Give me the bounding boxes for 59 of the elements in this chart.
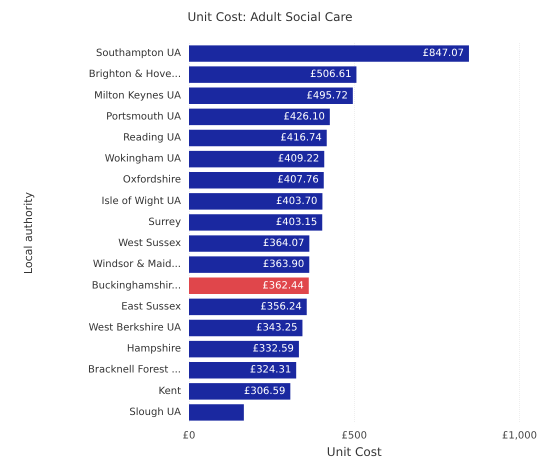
data-label: £407.76 (277, 174, 319, 186)
bar (189, 108, 330, 126)
y-tick-label: Milton Keynes UA (94, 90, 182, 102)
bar (189, 256, 310, 273)
bar (189, 214, 322, 231)
y-tick-label: Surrey (148, 216, 182, 228)
data-label: £332.59 (252, 344, 294, 355)
data-label: £362.44 (262, 280, 304, 292)
x-axis-title: Unit Cost (326, 444, 382, 459)
x-tick-label: £500 (342, 430, 367, 442)
y-tick-label: Hampshire (126, 344, 181, 355)
y-tick-label: Wokingham UA (104, 154, 182, 165)
bar (189, 404, 244, 421)
y-tick-label: Buckinghamshir... (92, 280, 181, 292)
bar (189, 172, 324, 188)
y-tick-label: East Sussex (121, 301, 182, 312)
data-label: £416.74 (280, 132, 322, 144)
y-tick-label: West Sussex (118, 238, 182, 250)
bar (189, 278, 309, 294)
bar (189, 383, 290, 400)
data-label: £363.90 (262, 259, 304, 270)
data-label: £324.31 (250, 364, 292, 376)
bar (189, 340, 299, 358)
x-tick-label: £0 (182, 430, 196, 442)
y-tick-label: Isle of Wight UA (102, 196, 182, 207)
bar (189, 320, 302, 336)
bar (189, 235, 310, 252)
y-tick-label: Oxfordshire (122, 174, 181, 186)
y-tick-label: Southampton UA (96, 48, 182, 60)
bar (189, 193, 322, 210)
data-label: £495.72 (306, 90, 348, 102)
y-tick-label: Bracknell Forest ... (88, 364, 181, 376)
y-axis-title: Local authority (22, 191, 35, 274)
data-label: £426.10 (283, 111, 325, 122)
bar (189, 362, 296, 378)
data-label: £306.59 (244, 386, 286, 397)
data-label: £506.61 (310, 69, 352, 80)
y-tick-label: Reading UA (123, 132, 182, 144)
data-label: £343.25 (256, 322, 298, 334)
data-label: £403.15 (276, 216, 318, 228)
y-tick-label: Kent (158, 386, 182, 397)
bar (189, 45, 469, 62)
data-label: £409.22 (278, 154, 320, 165)
y-tick-label: Windsor & Maid... (92, 259, 181, 270)
bar (189, 150, 324, 168)
data-label: £403.70 (276, 196, 318, 207)
bar (189, 88, 353, 104)
y-tick-label: West Berkshire UA (88, 322, 182, 334)
data-label: £356.24 (260, 301, 302, 312)
y-tick-label: Portsmouth UA (106, 111, 182, 122)
data-label: £847.07 (422, 48, 464, 60)
bar (189, 66, 356, 83)
y-tick-label: Slough UA (129, 406, 182, 418)
y-tick-label: Brighton & Hove... (88, 69, 181, 80)
data-label: £364.07 (262, 238, 304, 250)
bar (189, 130, 327, 146)
bar (189, 298, 307, 316)
chart-title: Unit Cost: Adult Social Care (187, 10, 353, 24)
x-tick-label: £1,000 (502, 430, 538, 442)
